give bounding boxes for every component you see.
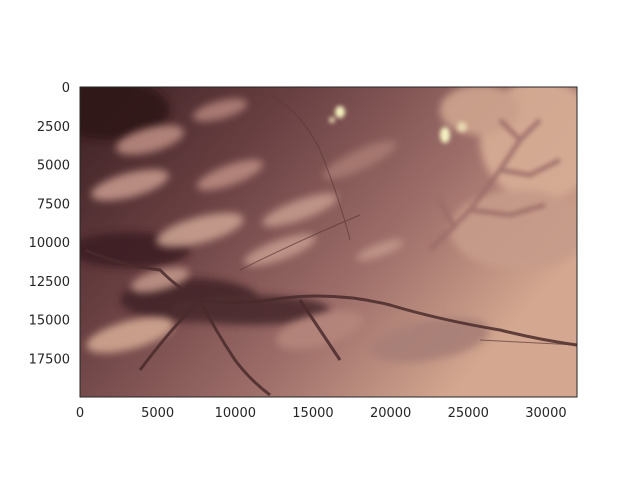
y-tick-label: 2500	[37, 120, 70, 135]
x-tick-label: 30000	[525, 406, 566, 421]
y-tick-label: 7500	[37, 197, 70, 212]
y-tick-label: 10000	[29, 236, 70, 251]
y-tick-label: 0	[62, 81, 70, 96]
x-tick-label: 15000	[292, 406, 333, 421]
plot-frame	[79, 86, 578, 398]
y-tick-label: 15000	[29, 314, 70, 329]
y-tick-label: 17500	[29, 352, 70, 367]
plot-area	[79, 86, 578, 398]
x-tick-label: 20000	[370, 406, 411, 421]
heatmap-image	[80, 87, 577, 397]
y-axis: 0 2500 5000 7500 10000 12500 15000 17500	[29, 81, 70, 367]
x-axis: 0 5000 10000 15000 20000 25000 30000	[76, 406, 567, 421]
x-tick-label: 0	[76, 406, 84, 421]
y-tick-label: 12500	[29, 275, 70, 290]
y-tick-label: 5000	[37, 159, 70, 174]
x-tick-label: 10000	[215, 406, 256, 421]
x-tick-label: 25000	[448, 406, 489, 421]
x-tick-label: 5000	[141, 406, 174, 421]
